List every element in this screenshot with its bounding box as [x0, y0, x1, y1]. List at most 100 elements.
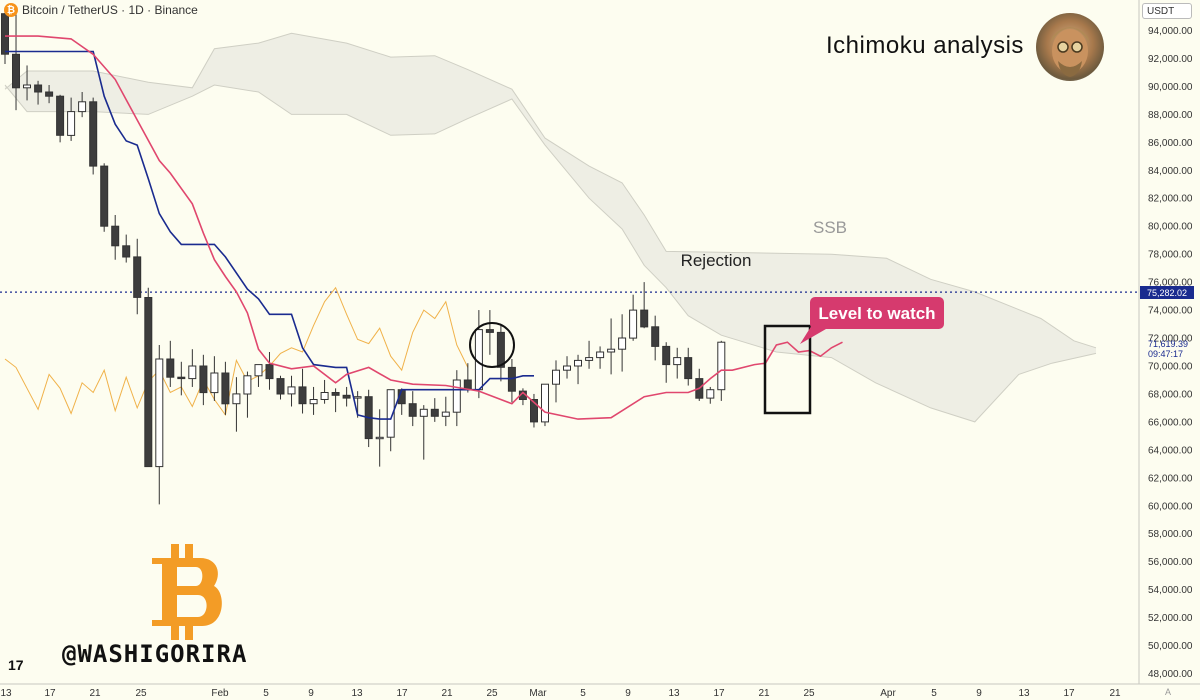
price-tick-label: 48,000.00 — [1148, 669, 1193, 680]
chikou-line — [4, 286, 469, 417]
candle — [331, 388, 340, 413]
candle-body — [629, 309, 638, 339]
candle — [474, 310, 483, 399]
candle-body — [265, 364, 274, 380]
candle-body — [45, 91, 54, 97]
time-tick-label: 25 — [486, 688, 498, 699]
candle — [375, 409, 384, 467]
candle-body — [1, 13, 9, 55]
candles — [1, 8, 726, 505]
candle — [684, 347, 693, 386]
price-tick-label: 82,000.00 — [1148, 194, 1193, 205]
price-tick-label: 74,000.00 — [1148, 306, 1193, 317]
time-tick-label: Mar — [529, 688, 547, 699]
candle — [485, 310, 494, 355]
currency-selector[interactable]: USDT — [1142, 3, 1192, 19]
symbol-label: Bitcoin / TetherUS · 1D · Binance — [22, 3, 198, 17]
time-tick-label: 21 — [441, 688, 453, 699]
price-tick-label: 78,000.00 — [1148, 250, 1193, 261]
candle — [100, 163, 109, 232]
candle — [574, 354, 582, 385]
price-tick-label: 58,000.00 — [1148, 529, 1193, 540]
candle — [221, 361, 230, 415]
candle — [298, 368, 307, 414]
tenkan-sen — [5, 35, 843, 420]
time-tick-label: 13 — [351, 688, 363, 699]
candle-body — [651, 326, 660, 347]
candle — [629, 294, 638, 341]
candle — [287, 375, 296, 407]
candle-body — [155, 358, 164, 468]
candle-body — [34, 84, 43, 93]
price-tick-label: 94,000.00 — [1148, 26, 1193, 37]
candle — [34, 80, 43, 105]
candle — [607, 318, 616, 375]
time-tick-label: 17 — [44, 688, 56, 699]
candle — [563, 356, 571, 379]
candle-body — [485, 329, 494, 333]
candle-body — [607, 348, 616, 353]
candle — [441, 396, 450, 427]
price-tick-label: 92,000.00 — [1148, 54, 1193, 65]
candle — [662, 342, 671, 383]
time-tick-label: 21 — [758, 688, 770, 699]
avatar-portrait-icon — [1050, 27, 1090, 77]
candle-body — [375, 436, 384, 440]
price-tick-label: 88,000.00 — [1148, 110, 1193, 121]
candle — [618, 314, 627, 372]
candle — [111, 215, 120, 260]
candle — [452, 370, 461, 427]
candle-body — [441, 411, 450, 417]
bitcoin-logo-bar-bottom2 — [185, 622, 193, 640]
last-price-text: 71,619.39 — [1148, 339, 1188, 349]
candle-body — [188, 365, 197, 380]
author-avatar — [1036, 13, 1104, 81]
candle — [585, 340, 594, 369]
candle — [596, 346, 605, 369]
candle — [695, 368, 704, 401]
candle — [210, 356, 219, 401]
level-badge[interactable] — [810, 297, 944, 329]
time-tick-label: Apr — [880, 688, 896, 699]
candle — [144, 287, 153, 468]
senkou-span-a — [4, 84, 1097, 423]
candle — [89, 97, 98, 175]
bitcoin-logo-bar-bottom — [171, 622, 179, 640]
symbol-header[interactable]: ₿ Bitcoin / TetherUS · 1D · Binance — [4, 2, 198, 18]
time-tick-label: 13 — [1018, 688, 1030, 699]
candle-body — [210, 372, 219, 394]
candle-body — [243, 375, 252, 395]
price-tick-label: 70,000.00 — [1148, 362, 1193, 373]
candle — [56, 94, 65, 143]
author-watermark: @WASHIGORIRA — [62, 640, 248, 668]
candle — [541, 383, 549, 427]
candle-body — [177, 376, 186, 380]
candle — [496, 325, 505, 382]
candle-body — [56, 95, 65, 136]
candle-body — [166, 358, 175, 378]
level-price-text: 75,282.02 — [1147, 288, 1187, 298]
bitcoin-logo-b — [152, 558, 222, 626]
candle — [232, 377, 241, 432]
bitcoin-logo-bar-top — [171, 544, 179, 560]
candle — [397, 388, 406, 415]
candle-body — [585, 357, 594, 361]
level-badge-text: Level to watch — [818, 304, 935, 323]
candle-body — [100, 165, 109, 227]
price-tick-label: 72,000.00 — [1148, 334, 1193, 345]
auto-scale-button[interactable]: A — [1165, 687, 1172, 697]
candle-body — [144, 297, 153, 468]
candle-body — [684, 357, 693, 380]
candle — [265, 352, 274, 390]
candle-body — [276, 378, 285, 395]
candle — [640, 282, 649, 329]
price-tick-label: 66,000.00 — [1148, 417, 1193, 428]
price-tick-label: 80,000.00 — [1148, 222, 1193, 233]
candle-body — [309, 399, 318, 405]
candle-body — [12, 53, 20, 89]
time-tick-label: 5 — [931, 688, 937, 699]
candle-body — [430, 408, 439, 417]
candle-body — [706, 389, 715, 399]
